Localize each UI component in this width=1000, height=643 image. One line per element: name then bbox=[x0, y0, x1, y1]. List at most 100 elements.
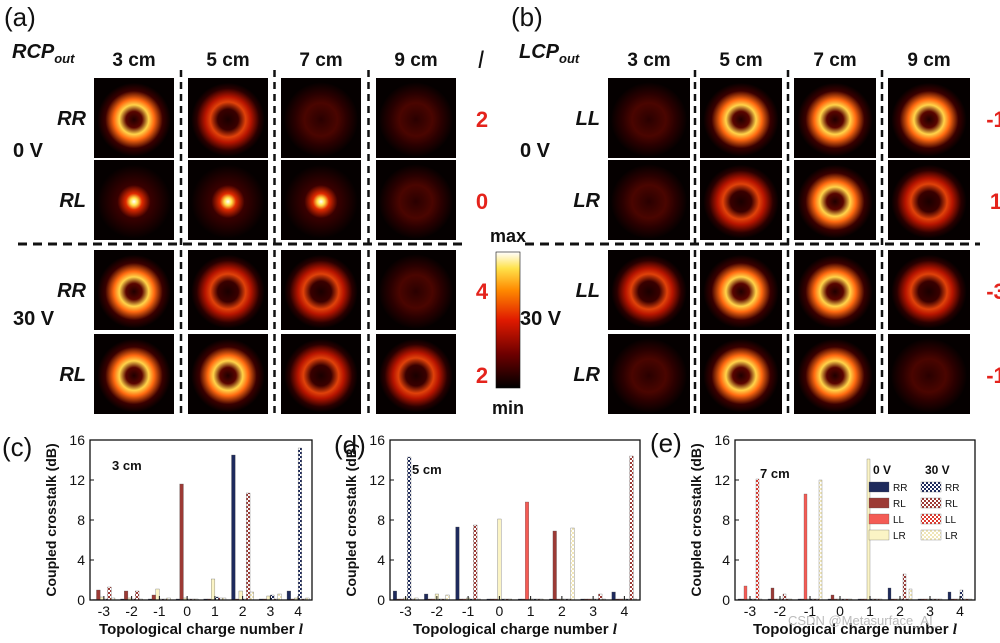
colorbar-min-label: min bbox=[492, 398, 524, 418]
bar-RR-30V bbox=[270, 594, 275, 601]
bar-RR-30V bbox=[297, 447, 302, 601]
heatmap-panel-a: (a) RCPout 3 cm 5 cm 7 cm 9 cm l RR 2 RL 0 RR 4 RL 2 0 … bbox=[4, 2, 489, 416]
topological-charge-label: 0 bbox=[476, 189, 488, 214]
heatmap-cell bbox=[608, 78, 690, 158]
x-tick-label: 3 bbox=[926, 603, 934, 619]
bar-chart-c: (c) 3 cm Coupled crosstalk (dB) Topological… bbox=[2, 432, 313, 638]
l-symbol: l bbox=[478, 47, 484, 74]
x-tick-label: 0 bbox=[836, 603, 844, 619]
panel-label: (b) bbox=[511, 2, 543, 32]
legend-entry-30v: LR bbox=[945, 531, 958, 542]
bar-LL-0V bbox=[803, 493, 808, 601]
bar-RR-0V bbox=[424, 593, 429, 601]
bar-LR-30V bbox=[818, 479, 823, 601]
legend-swatch-30v bbox=[920, 481, 942, 493]
bar-LL-0V bbox=[525, 501, 529, 601]
heatmap-cell bbox=[608, 160, 690, 240]
bar-RL-0V bbox=[179, 483, 184, 601]
y-tick-label: 8 bbox=[377, 512, 385, 528]
y-tick-label: 0 bbox=[77, 592, 85, 608]
y-axis-label: Coupled crosstalk (dB) bbox=[688, 443, 704, 596]
legend-entry-0v: RR bbox=[893, 483, 907, 494]
x-axis-label: Topological charge number l bbox=[99, 621, 304, 638]
legend-swatch-0v bbox=[868, 513, 890, 525]
x-tick-label: -2 bbox=[125, 603, 138, 619]
distance-label: 5 cm bbox=[206, 50, 249, 71]
legend-entry-30v: LL bbox=[945, 515, 957, 526]
heatmap-cell bbox=[700, 160, 782, 240]
heatmap-cell bbox=[281, 78, 361, 158]
y-axis-label: Coupled crosstalk (dB) bbox=[343, 443, 359, 596]
bar-LR-0V bbox=[155, 588, 160, 601]
heatmap-cell bbox=[94, 160, 174, 240]
mode-label: LL bbox=[576, 280, 600, 302]
bar-LR-30V bbox=[277, 593, 282, 601]
heatmap-cell bbox=[888, 250, 970, 330]
x-axis-label: Topological charge number l bbox=[753, 621, 958, 638]
bar-RR-0V bbox=[887, 587, 892, 601]
heatmap-cell bbox=[281, 334, 361, 414]
bar-LR-0V bbox=[211, 578, 216, 601]
heatmap-cell bbox=[608, 334, 690, 414]
heatmap-cell bbox=[94, 334, 174, 414]
bar-RL-30V bbox=[629, 455, 634, 601]
bar-RL-30V bbox=[782, 593, 787, 601]
x-tick-label: 1 bbox=[527, 603, 535, 619]
bar-RL-30V bbox=[135, 590, 140, 601]
voltage-label: 30 V bbox=[520, 308, 562, 330]
bar-RL-0V bbox=[96, 589, 101, 601]
x-tick-label: 1 bbox=[211, 603, 219, 619]
colorbar-gradient bbox=[495, 251, 521, 389]
topological-charge-label: 1 bbox=[990, 189, 1000, 214]
heatmap-cell bbox=[281, 160, 361, 240]
bar-RL-30V bbox=[473, 524, 478, 601]
heatmap-cell bbox=[188, 160, 268, 240]
legend-header-30v: 30 V bbox=[925, 463, 950, 477]
topological-charge-label: 4 bbox=[476, 279, 489, 304]
topological-charge-label: -3 bbox=[986, 279, 1000, 304]
y-tick-label: 12 bbox=[69, 472, 85, 488]
x-tick-label: -2 bbox=[774, 603, 787, 619]
bar-LR-0V bbox=[497, 518, 502, 601]
bar-chart-e: (e) 7 cm Coupled crosstalk (dB) Topological… bbox=[650, 428, 976, 638]
legend-swatch-0v bbox=[868, 481, 890, 493]
heatmap-cell bbox=[888, 334, 970, 414]
x-tick-label: 0 bbox=[495, 603, 503, 619]
bar-RL-30V bbox=[598, 593, 603, 601]
x-tick-label: 2 bbox=[558, 603, 566, 619]
polarization-title: LCPout bbox=[519, 41, 580, 66]
legend-entry-0v: LR bbox=[893, 531, 906, 542]
x-tick-label: 2 bbox=[896, 603, 904, 619]
topological-charge-label: 2 bbox=[476, 363, 488, 388]
bar-RR-0V bbox=[286, 590, 291, 601]
voltage-label: 0 V bbox=[520, 140, 551, 162]
polarization-title: RCPout bbox=[12, 41, 75, 66]
heatmap-cell bbox=[608, 250, 690, 330]
heatmap-cell bbox=[376, 334, 456, 414]
distance-annotation: 5 cm bbox=[412, 462, 442, 477]
bar-RR-30V bbox=[407, 456, 412, 601]
x-tick-label: 0 bbox=[183, 603, 191, 619]
bar-LR-30V bbox=[570, 527, 575, 601]
bar-chart-d: (d) 5 cm Coupled crosstalk (dB) Topological… bbox=[334, 430, 641, 638]
heatmap-cell bbox=[794, 334, 876, 414]
heatmap-cell bbox=[376, 160, 456, 240]
x-tick-label: 4 bbox=[620, 603, 628, 619]
bar-RR-0V bbox=[947, 591, 952, 601]
distance-annotation: 3 cm bbox=[112, 458, 142, 473]
legend-entry-0v: RL bbox=[893, 499, 906, 510]
topological-charge-label: -1 bbox=[986, 107, 1000, 132]
distance-label: 7 cm bbox=[299, 50, 342, 71]
legend-swatch-0v bbox=[868, 497, 890, 509]
mode-label: RR bbox=[57, 108, 86, 130]
panel-label: (a) bbox=[4, 2, 36, 32]
x-tick-label: -3 bbox=[399, 603, 412, 619]
distance-label: 7 cm bbox=[813, 50, 856, 71]
panel-label: (e) bbox=[650, 428, 682, 458]
bar-RL-30V bbox=[107, 586, 112, 601]
mode-label: LR bbox=[573, 190, 600, 212]
x-axis-label: Topological charge number l bbox=[413, 621, 618, 638]
y-tick-label: 8 bbox=[77, 512, 85, 528]
topological-charge-label: -1 bbox=[986, 363, 1000, 388]
